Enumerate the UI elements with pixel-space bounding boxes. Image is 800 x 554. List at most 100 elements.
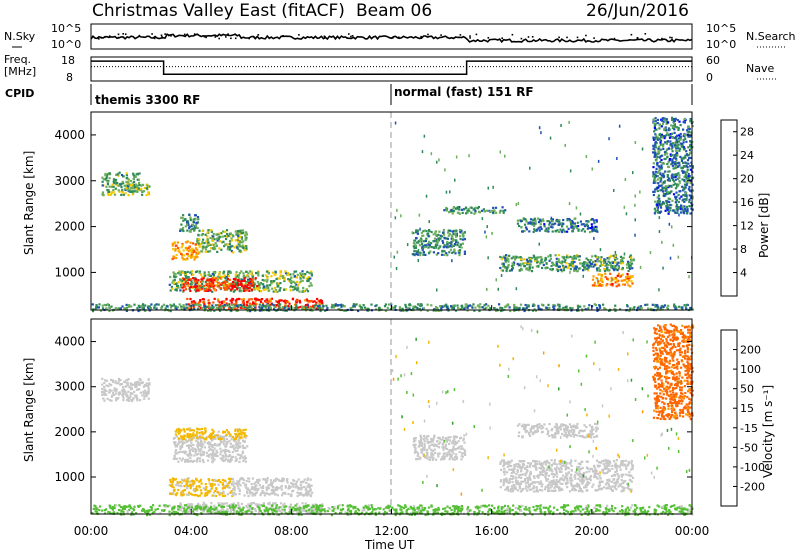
power-cell (663, 127, 666, 130)
power-cell (626, 272, 629, 276)
power-cell (491, 209, 494, 212)
power-cell (537, 227, 540, 230)
power-cell (659, 184, 662, 187)
power-cell (572, 257, 575, 260)
velocity-cell (188, 444, 191, 448)
power-cell (666, 178, 670, 182)
velocity-cell (186, 434, 189, 437)
velocity-cell (193, 434, 196, 437)
power-cell (212, 306, 215, 309)
power-cell (609, 283, 612, 286)
power-cell (270, 275, 273, 278)
power-cell (679, 124, 682, 127)
power-cell (557, 269, 560, 272)
velocity-cell (195, 435, 198, 438)
power-cell (667, 212, 670, 215)
power-cell (420, 240, 423, 243)
power-cell (177, 281, 180, 284)
power-cell (294, 300, 298, 303)
power-cell (594, 304, 597, 307)
power-cell (683, 304, 686, 307)
power-cell (299, 280, 302, 283)
power-cell (117, 189, 120, 192)
power-cell (295, 283, 298, 286)
power-cell (294, 287, 297, 290)
power-cell (652, 166, 655, 169)
velocity-cell (239, 484, 242, 487)
power-cell (378, 306, 381, 309)
power-cell (538, 229, 541, 232)
power-cell (499, 306, 502, 309)
power-cell (247, 281, 251, 285)
velocity-cell (142, 385, 145, 388)
velocity-cell (220, 437, 223, 440)
power-cell (441, 239, 444, 243)
power-cell (481, 217, 484, 221)
power-cell (617, 266, 620, 269)
velocity-cell (174, 443, 177, 446)
power-cell (664, 117, 667, 120)
power-cell (419, 304, 422, 307)
power-cell (676, 152, 679, 155)
power-cell (463, 307, 466, 310)
power-cell (132, 174, 135, 177)
power-cell (182, 283, 185, 286)
power-cell (124, 184, 127, 187)
velocity-cell (186, 435, 189, 438)
power-cell (688, 185, 691, 188)
power-cell (263, 279, 266, 282)
power-cell (473, 309, 476, 312)
power-cell (684, 306, 688, 309)
power-cell (571, 223, 575, 226)
power-cell (422, 253, 425, 256)
power-cell (683, 210, 686, 213)
power-cell (210, 230, 213, 233)
power-cell (270, 280, 273, 283)
velocity-cell (136, 383, 139, 386)
power-cell (687, 173, 690, 176)
power-cell (658, 230, 661, 233)
velocity-cell (250, 486, 254, 489)
power-cell (605, 267, 609, 270)
power-cell (98, 303, 101, 306)
power-cell (458, 208, 461, 211)
power-cell (435, 307, 438, 310)
velocity-cell (211, 485, 214, 488)
power-cell (634, 203, 636, 207)
power-cell (561, 255, 564, 258)
power-cell (521, 230, 524, 233)
power-cell (261, 302, 264, 305)
power-cell (686, 168, 689, 171)
power-cell (190, 224, 193, 228)
power-cell (600, 256, 603, 259)
velocity-cell (236, 447, 239, 450)
power-cell (465, 212, 468, 215)
velocity-cell (233, 492, 236, 495)
power-cell (112, 185, 115, 188)
power-cell (430, 152, 433, 156)
velocity-cell (126, 382, 129, 385)
power-cell (145, 194, 148, 197)
nsky-point (398, 36, 400, 39)
power-cell (673, 128, 676, 131)
power-cell (428, 245, 431, 248)
power-cell (508, 254, 511, 257)
power-cell (578, 258, 581, 261)
power-cell (656, 189, 659, 193)
power-cell (204, 233, 207, 236)
power-cell (256, 285, 259, 288)
power-cell (590, 223, 593, 226)
power-cell (267, 305, 271, 308)
velocity-cell (176, 484, 179, 487)
power-cell (682, 209, 685, 212)
power-cell (563, 256, 566, 259)
power-cell (402, 309, 405, 312)
power-cell (577, 228, 580, 231)
velocity-cell (284, 486, 288, 489)
velocity-cell (216, 451, 219, 454)
power-cell (175, 307, 178, 310)
power-cell (394, 305, 397, 308)
power-cell (426, 309, 429, 312)
power-cell (667, 161, 670, 164)
power-cell (204, 250, 207, 253)
